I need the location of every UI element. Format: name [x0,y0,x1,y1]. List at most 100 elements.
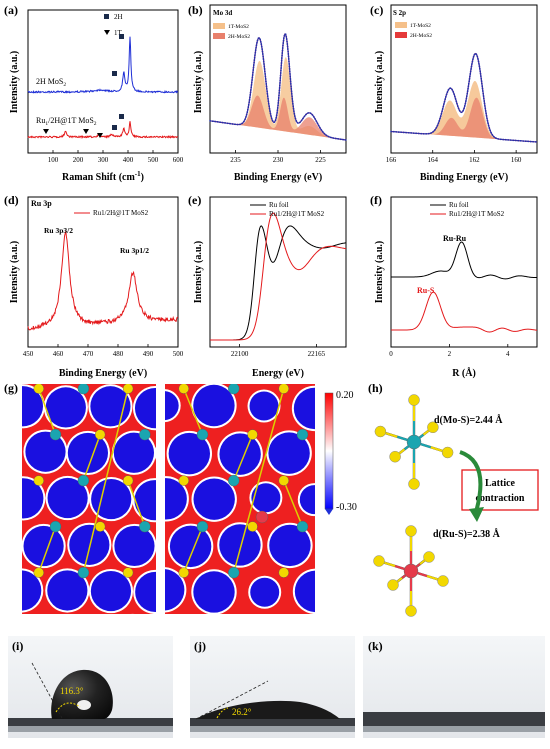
x-tick-label: 22165 [308,350,326,358]
s-atom [278,384,289,394]
panel-e-xlabel: Energy (eV) [252,368,304,379]
lattice-contraction-box [461,469,539,511]
panel-j: 26.2° (j) [190,636,355,738]
series-ru-foil-ft [391,241,538,280]
bond [283,480,304,527]
panel-b-xlabel: Binding Energy (eV) [234,172,322,183]
marker-1t-150 [43,129,49,134]
density-lobe [294,570,315,613]
fill-2h-mo [210,95,346,140]
x-tick-label: 450 [23,350,34,358]
x-tick-label: 230 [273,156,284,164]
panel-c-label: (c) [370,3,383,17]
density-lobe [134,388,156,429]
panel-c: (c) S 2p Intensity (a.u.) Binding Energy… [370,3,538,183]
substrate-i-reflection [8,726,173,732]
density-lobe [319,341,360,382]
density-lobe [157,342,197,382]
panel-e-label: (e) [188,193,201,207]
series-2h-line [27,36,179,94]
x-tick-label: 490 [143,350,154,358]
peak-label-3p32: Ru 3p3/2 [44,226,73,235]
bond [233,434,254,481]
center-atom [403,563,419,579]
density-lobe [193,384,235,427]
s-atom [178,567,189,578]
legend-2h-label-s: 2H-MoS2 [410,33,432,39]
panel-e-frame [209,196,347,348]
density-lobe [250,577,280,607]
density-lobe [22,570,42,611]
data-points-s [390,52,538,143]
panel-c-xlabel: Binding Energy (eV) [420,172,508,183]
legend-e-label-1: Ru foil [269,201,289,209]
density-lobe [299,485,315,515]
density-halo [0,568,1,612]
panel-f-ylabel: Intensity (a.u.) [374,241,385,304]
panel-a-ylabel: Intensity (a.u.) [9,51,20,114]
density-lobe [269,524,311,567]
panel-g-label: (g) [4,381,18,395]
density-lobe [193,571,235,613]
density-halo [317,524,362,569]
colorbar-bottom-label: -0.30 [336,502,357,513]
density-lobe [69,524,110,565]
x-tick-label: 200 [73,156,84,164]
mo-atom [228,384,240,395]
panel-d-ylabel: Intensity (a.u.) [9,241,20,304]
density-lobe [0,340,18,380]
marker-2h-peak-408 [119,34,124,39]
x-tick-label: 162 [469,156,480,164]
s-ligand [389,450,401,463]
mo-atom [77,474,90,487]
x-tick-label: 400 [123,156,134,164]
substrate-k [363,712,545,730]
bond [183,526,204,573]
density-lobe [193,478,235,520]
panel-f-xlabel: R (Å) [452,367,476,379]
x-tick-label: 0 [389,350,393,358]
panel-d-title: Ru 3p [31,199,52,208]
panel-b-title: Mo 3d [213,9,232,17]
panel-a-xlabel: Raman Shift (cm-1) [62,170,144,183]
ru-atom [255,510,269,524]
density-lobe [47,570,88,611]
legend-1t-label: 1T-MoS2 [228,24,249,30]
density-lobe [67,432,109,474]
mo-atom [77,384,90,395]
s-ligand [423,551,435,563]
mo-atom [296,428,309,441]
s-atom [178,475,189,486]
s-atom [94,521,106,532]
mo-atom [139,428,151,441]
s-ligand [408,394,420,406]
density-halo [0,338,20,382]
density-lobe [169,525,212,568]
panel-i-label: (i) [12,639,23,653]
legend-1t-swatch [213,23,225,29]
legend-triangle-marker [104,30,110,35]
rus6-octahedron [373,525,449,617]
s-atom [33,475,44,486]
s-atom [178,384,189,394]
marker-1t-335 [97,133,103,138]
mo-atom [139,520,151,533]
bond [183,388,204,435]
s-ligand [441,446,454,459]
density-halo [317,339,362,384]
density-lobe [219,433,261,475]
mo-atom [77,566,90,579]
x-tick-label: 100 [48,156,59,164]
density-lobe [23,525,64,567]
contraction-arrow [459,450,483,513]
mos6-octahedron [374,394,454,490]
x-tick-label: 160 [511,156,522,164]
substrate-k-reflection [363,726,545,732]
x-tick-label: 600 [173,156,184,164]
center-atom [406,434,422,450]
annotation-ru-s: Ru-S [417,286,435,295]
density-lobe [249,391,279,421]
density-lobe [90,570,132,612]
s-ligand [374,425,387,438]
x-tick-label: 22100 [231,350,249,358]
